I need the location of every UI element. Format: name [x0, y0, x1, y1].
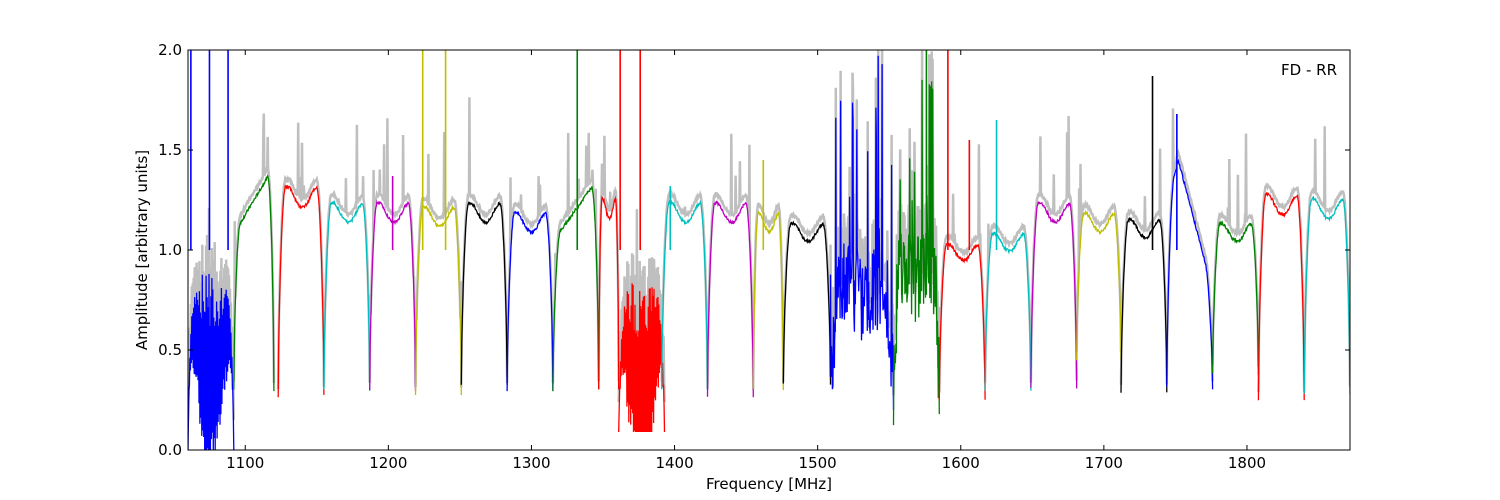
series-cyan-line [984, 231, 1032, 391]
chart-annotation: FD - RR [1281, 61, 1337, 79]
series-red-line [1257, 191, 1305, 401]
series-blue-line [506, 210, 554, 392]
series-cyan-line [1303, 195, 1350, 395]
series-yellow-line [752, 210, 784, 391]
background-trace-segment [938, 144, 987, 393]
background-trace-segment [983, 221, 1033, 383]
series-green-line [552, 186, 600, 392]
plot-area [188, 50, 1350, 450]
background-trace-segment [1165, 108, 1214, 382]
background-trace-segment [1119, 148, 1169, 385]
series-black-line [1120, 217, 1168, 393]
background-trace-segment [276, 122, 326, 390]
series-red-line [277, 184, 325, 398]
plot-frame [187, 49, 1351, 451]
series-yellow-line [1076, 209, 1122, 361]
series-red-line [598, 195, 620, 390]
series-green-line [233, 173, 275, 392]
background-trace-segment [660, 188, 709, 383]
x-axis-label: Frequency [MHz] [706, 475, 832, 493]
x-tick-label: 1400 [655, 454, 693, 472]
x-tick-label: 1200 [369, 454, 407, 472]
y-tick-label: 1.5 [158, 141, 182, 159]
series-green-line [892, 79, 940, 426]
background-trace-segment [1029, 115, 1078, 381]
series-layer [188, 55, 1350, 450]
background-trace-segment [706, 133, 755, 390]
series-blue-line [188, 273, 235, 450]
background-trace-segment [551, 132, 600, 384]
y-tick-label: 1.0 [158, 241, 182, 259]
x-tick-label: 1100 [226, 454, 264, 472]
y-axis-label: Amplitude [arbitrary units] [133, 150, 151, 350]
x-tick-label: 1300 [512, 454, 550, 472]
background-trace-layer [188, 50, 1350, 421]
series-blue-line [1166, 158, 1214, 390]
x-tick-label: 1500 [799, 454, 837, 472]
background-trace-segment [1211, 133, 1260, 367]
series-red-line [618, 283, 666, 433]
series-red-line [938, 241, 986, 401]
y-tick-label: 0.0 [158, 441, 182, 459]
x-tick-label: 1600 [942, 454, 980, 472]
background-trace-segment [782, 210, 832, 377]
background-trace-segment [368, 118, 417, 384]
x-tick-label: 1800 [1228, 454, 1266, 472]
series-magenta-line [706, 200, 754, 398]
spike-layer [190, 50, 1178, 250]
series-cyan-line [661, 199, 709, 391]
background-trace-segment [1302, 126, 1350, 387]
y-tick-label: 0.5 [158, 341, 182, 359]
background-trace-segment [460, 97, 509, 377]
y-tick-label: 2.0 [158, 41, 182, 59]
background-trace-segment [188, 208, 236, 421]
background-trace-segment [617, 209, 666, 403]
background-trace-segment [232, 113, 276, 384]
background-trace-segment [505, 176, 555, 384]
background-trace-segment [892, 50, 941, 396]
background-trace-segment [1075, 163, 1123, 353]
series-green-line [1211, 219, 1260, 375]
series-cyan-line [323, 199, 371, 391]
x-tick-label: 1700 [1085, 454, 1123, 472]
background-trace-segment [597, 135, 620, 382]
series-blue-line [829, 55, 895, 410]
series-black-line [460, 201, 508, 385]
series-magenta-line [1030, 201, 1078, 389]
background-trace-segment [752, 201, 785, 383]
x-axis: 1100 1200 1300 1400 1500 1600 1700 1800 [226, 50, 1266, 472]
background-trace-segment [1257, 182, 1306, 393]
background-trace-segment [322, 124, 371, 383]
series-black-line [782, 220, 832, 385]
y-axis: 0.0 0.5 1.0 1.5 2.0 [158, 41, 1350, 459]
